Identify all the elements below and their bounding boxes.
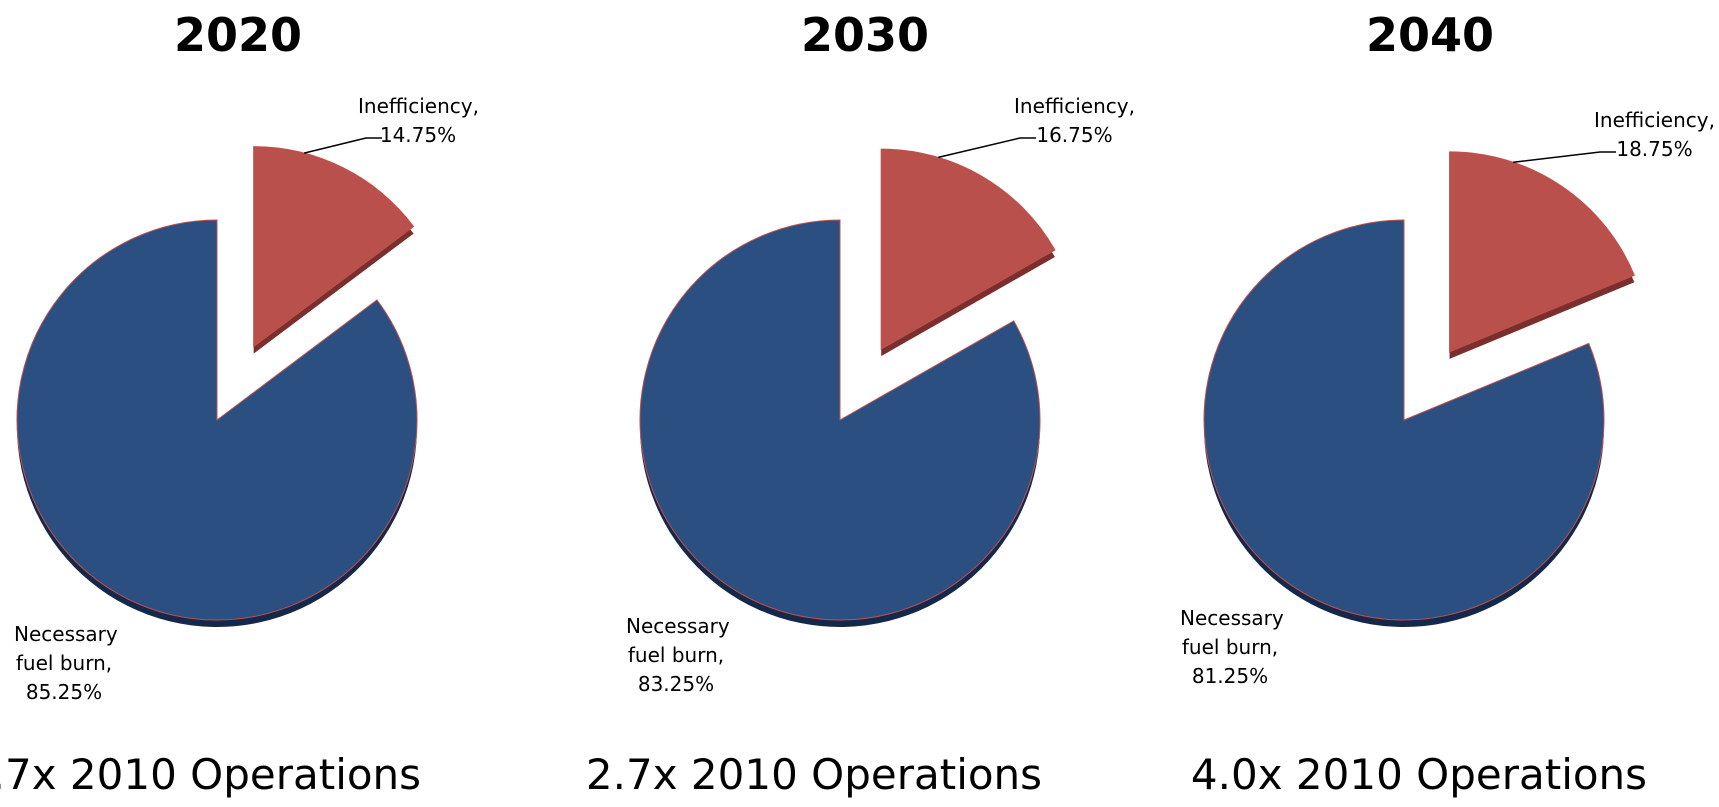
data-label: Necessary fuel burn, 83.25%	[626, 614, 730, 696]
slice	[16, 219, 418, 621]
data-label: Inefficiency, 18.75%	[1594, 108, 1715, 161]
slice	[880, 148, 1056, 350]
chart-title: 2020	[173, 8, 303, 62]
leader-line	[938, 137, 1036, 159]
slice	[639, 219, 1041, 621]
chart-subtitle: 2.7x 2010 Operations	[585, 750, 1043, 799]
leader-line	[303, 137, 382, 154]
chart-subtitle: 4.0x 2010 Operations	[1190, 750, 1648, 799]
chart-title: 2030	[800, 8, 930, 62]
slice	[1449, 151, 1635, 353]
chart-title: 2040	[1365, 8, 1495, 62]
slice	[1203, 219, 1605, 621]
data-label: Necessary fuel burn, 81.25%	[1180, 606, 1284, 688]
data-label: Inefficiency, 16.75%	[1014, 94, 1135, 147]
leader-line	[1513, 151, 1616, 163]
chart-subtitle: 1.7x 2010 Operations	[0, 750, 422, 799]
data-label: Inefficiency, 14.75%	[358, 94, 479, 147]
data-label: Necessary fuel burn, 85.25%	[14, 622, 118, 704]
slice	[253, 146, 415, 348]
